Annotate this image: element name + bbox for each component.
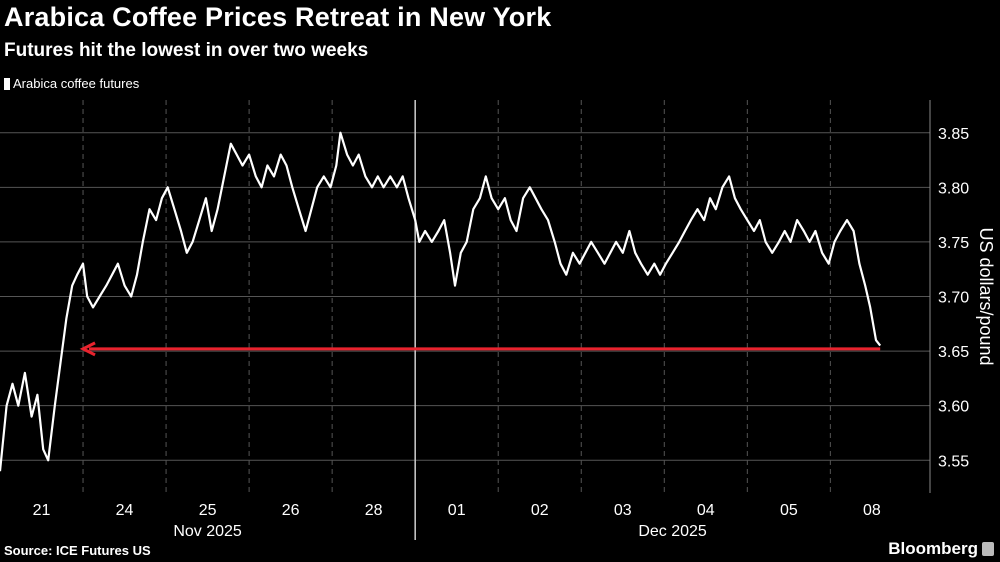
x-tick-label: 28: [365, 502, 383, 519]
y-axis-title: US dollars/pound: [976, 227, 996, 365]
legend: Arabica coffee futures: [4, 76, 139, 91]
month-label: Dec 2025: [638, 523, 707, 540]
y-tick-label: 3.70: [938, 290, 969, 307]
series-line: [0, 131, 882, 472]
y-tick-label: 3.65: [938, 344, 969, 361]
y-tick-label: 3.55: [938, 453, 969, 470]
x-tick-label: 04: [697, 502, 715, 519]
chart-subtitle: Futures hit the lowest in over two weeks: [4, 40, 369, 61]
y-tick-label: 3.85: [938, 126, 969, 143]
legend-swatch: [4, 77, 10, 90]
x-tick-label: 08: [863, 502, 881, 519]
y-tick-label: 3.60: [938, 399, 969, 416]
x-tick-label: 26: [282, 502, 300, 519]
annotation-arrow-head: [79, 341, 96, 357]
chart-title: Arabica Coffee Prices Retreat in New Yor…: [4, 2, 552, 32]
x-tick-label: 03: [614, 502, 632, 519]
y-tick-label: 3.75: [938, 235, 969, 252]
x-tick-label: 25: [199, 502, 217, 519]
x-tick-label: 01: [448, 502, 466, 519]
y-tick-label: 3.80: [938, 180, 969, 197]
chart-icon: [982, 542, 994, 556]
month-label: Nov 2025: [173, 523, 242, 540]
brand-logo: Bloomberg: [888, 539, 994, 559]
legend-label: Arabica coffee futures: [13, 76, 140, 91]
x-tick-label: 02: [531, 502, 549, 519]
brand-name: Bloomberg: [888, 539, 978, 558]
source-note: Source: ICE Futures US: [4, 543, 151, 558]
x-tick-label: 24: [116, 502, 134, 519]
x-tick-label: 05: [780, 502, 798, 519]
x-tick-label: 21: [33, 502, 51, 519]
